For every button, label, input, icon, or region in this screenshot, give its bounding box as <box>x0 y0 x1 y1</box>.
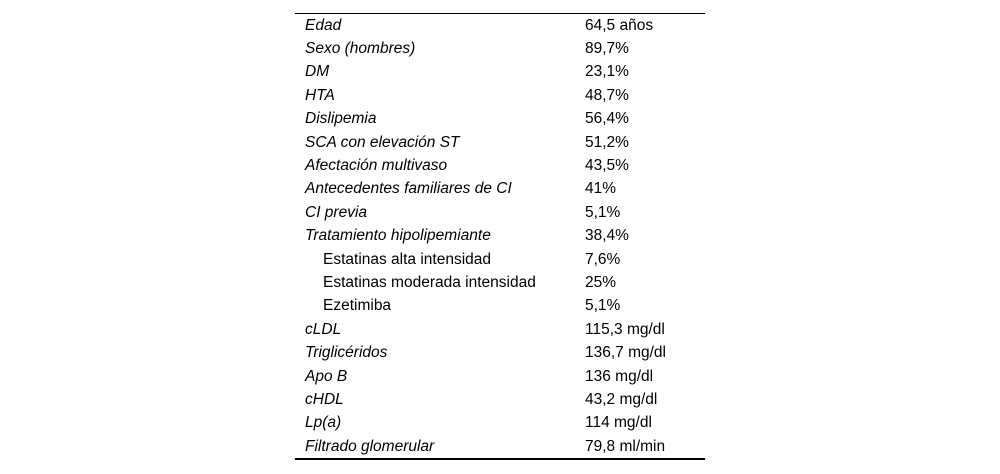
table-row: Lp(a) 114 mg/dl <box>295 412 705 435</box>
table-row: cHDL 43,2 mg/dl <box>295 388 705 411</box>
row-value: 43,2 mg/dl <box>585 390 658 408</box>
row-label: cHDL <box>305 390 344 408</box>
row-label: Estatinas alta intensidad <box>323 250 492 268</box>
row-label: Estatinas moderada intensidad <box>323 273 536 291</box>
table-row-sub: Estatinas alta intensidad 7,6% <box>295 248 705 271</box>
row-label: DM <box>305 63 330 81</box>
row-value: 48,7% <box>585 86 629 104</box>
table-row: Afectación multivaso 43,5% <box>295 154 705 177</box>
table-row: Triglicéridos 136,7 mg/dl <box>295 341 705 364</box>
row-value: 5,1% <box>585 203 621 221</box>
row-label: Triglicéridos <box>305 344 388 362</box>
row-value: 114 mg/dl <box>585 414 652 432</box>
row-value: 56,4% <box>585 110 629 128</box>
row-label: Ezetimiba <box>323 297 392 315</box>
table-row: HTA 48,7% <box>295 84 705 107</box>
table-row: SCA con elevación ST 51,2% <box>295 131 705 154</box>
table-row: Dislipemia 56,4% <box>295 108 705 131</box>
table-row: Apo B 136 mg/dl <box>295 365 705 388</box>
row-value: 79,8 ml/min <box>585 437 666 455</box>
row-label: CI previa <box>305 203 368 221</box>
row-value: 136 mg/dl <box>585 367 654 385</box>
row-label: Dislipemia <box>305 110 377 128</box>
row-value: 41% <box>585 180 617 198</box>
row-value: 51,2% <box>585 133 629 151</box>
row-value: 5,1% <box>585 297 621 315</box>
row-label: Sexo (hombres) <box>305 40 416 58</box>
table-row: Tratamiento hipolipemiante 38,4% <box>295 225 705 248</box>
row-label: Filtrado glomerular <box>305 437 435 455</box>
row-value: 136,7 mg/dl <box>585 344 666 362</box>
table-row: Edad 64,5 años <box>295 14 705 37</box>
row-value: 115,3 mg/dl <box>585 320 665 338</box>
patient-characteristics-table: Edad 64,5 años Sexo (hombres) 89,7% DM 2… <box>295 13 705 461</box>
table-row: Antecedentes familiares de CI 41% <box>295 178 705 201</box>
row-label: Lp(a) <box>305 414 342 432</box>
table-row: CI previa 5,1% <box>295 201 705 224</box>
table-row: Sexo (hombres) 89,7% <box>295 37 705 60</box>
table-row: DM 23,1% <box>295 61 705 84</box>
row-value: 38,4% <box>585 227 629 245</box>
row-label: Afectación multivaso <box>305 157 448 175</box>
row-value: 23,1% <box>585 63 629 81</box>
row-value: 43,5% <box>585 157 629 175</box>
row-label: Apo B <box>305 367 348 385</box>
row-label: HTA <box>305 86 335 104</box>
table-row: cLDL 115,3 mg/dl <box>295 318 705 341</box>
row-label: Edad <box>305 16 342 34</box>
table-row: Filtrado glomerular 79,8 ml/min <box>295 435 705 458</box>
row-value: 7,6% <box>585 250 621 268</box>
row-value: 64,5 años <box>585 16 654 34</box>
row-value: 25% <box>585 273 617 291</box>
row-label: SCA con elevación ST <box>305 133 460 151</box>
row-label: Antecedentes familiares de CI <box>305 180 512 198</box>
row-label: cLDL <box>305 320 342 338</box>
row-value: 89,7% <box>585 40 629 58</box>
table-row-sub: Estatinas moderada intensidad 25% <box>295 271 705 294</box>
table-row-sub: Ezetimiba 5,1% <box>295 295 705 318</box>
row-label: Tratamiento hipolipemiante <box>305 227 491 245</box>
